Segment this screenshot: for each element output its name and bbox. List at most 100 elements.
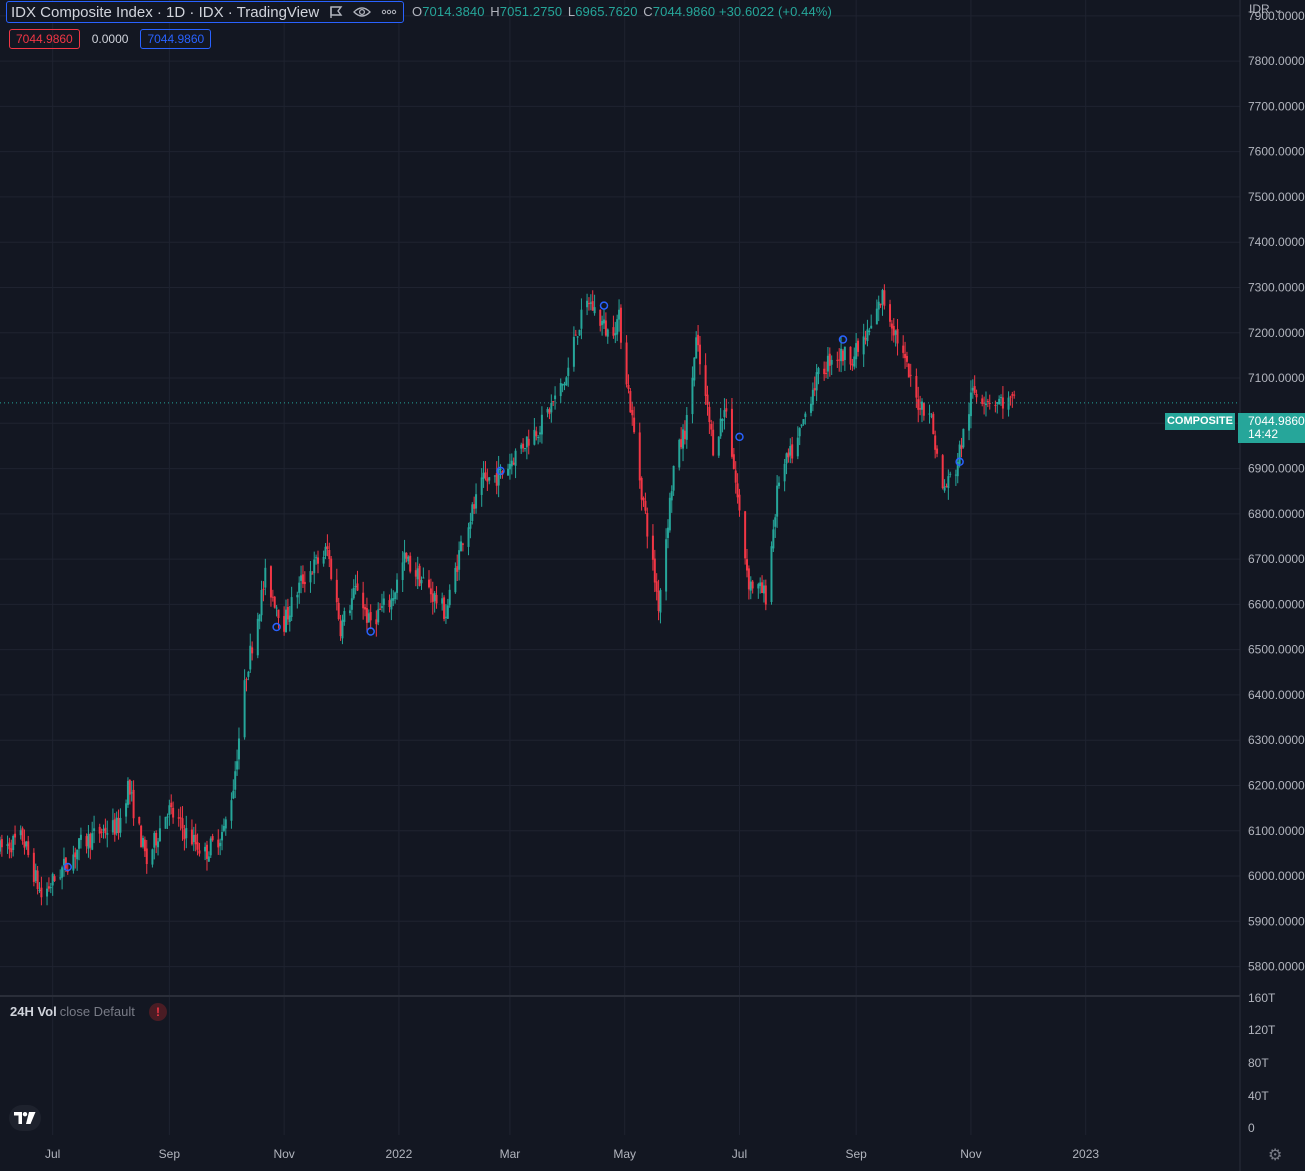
candle-body [286,606,289,620]
candle-body [616,319,619,335]
candle-body [932,413,935,435]
candle-body [757,584,760,589]
candle-body [928,413,931,415]
candle-body [211,836,214,841]
candle-body [262,588,265,590]
candle-body [791,444,794,459]
more-icon[interactable] [381,9,397,15]
candle-body [539,432,542,435]
symbol-legend[interactable]: IDX Composite Index · 1D · IDX · Trading… [6,1,405,23]
candle-body [843,346,846,361]
candle-body [337,602,340,620]
candle-body [774,517,777,527]
candle-body [868,330,871,333]
candle-body [495,473,498,486]
candle-body [458,550,461,570]
candle-body [996,402,999,404]
candle-body [666,527,669,538]
candle-body [388,600,391,608]
value-box-red[interactable]: 7044.9860 [9,29,80,49]
candle-body [907,363,910,378]
candle-body [155,832,158,846]
candle-body [76,849,79,860]
candle-body [698,344,701,365]
candle-body [535,431,538,437]
candle-body [751,581,754,589]
candle-body [864,338,867,340]
candle-body [324,546,327,556]
exclamation-icon[interactable]: ! [149,1003,167,1021]
candle-body [736,483,739,498]
candle-body [627,384,630,389]
candle-body [484,472,487,479]
candle-body [704,365,707,396]
candle-body [968,414,971,431]
candle-body [853,356,856,367]
candle-body [633,417,636,433]
candle-body [290,597,293,617]
candle-body [971,387,974,391]
gear-icon[interactable]: ⚙ [1268,1147,1283,1164]
candle-body [460,541,463,552]
chevron-down-icon: ⌄ [1273,2,1284,16]
value-box-blue[interactable]: 7044.9860 [140,29,212,49]
candle-body [789,445,792,456]
time-tick-label: Nov [273,1147,294,1161]
candle-body [941,455,944,489]
candle-body [764,585,767,605]
candle-body [301,574,304,584]
candle-body [772,529,775,549]
candle-body [446,605,449,619]
candle-body [665,539,668,592]
candle-body [205,844,208,859]
candle-body [488,477,491,481]
candle-body [706,394,709,405]
tradingview-logo-icon[interactable] [9,1105,41,1131]
volume-tick-label: 160T [1248,991,1276,1005]
candle-body [493,475,496,477]
candle-body [646,512,649,537]
candle-body [813,388,816,391]
candle-body [273,596,276,608]
candle-body [838,359,841,361]
price-axis[interactable]: 5800.0000 5900.0000 6000.0000 6100.0000 6200… [1248,9,1305,974]
time-tick-label: 2022 [386,1147,413,1161]
candle-body [145,848,148,865]
candle-body [548,409,551,414]
candle-body [125,803,128,817]
candle-body [151,849,154,865]
candle-body [1009,396,1012,398]
candle-body [725,408,728,412]
candle-body [403,552,406,563]
currency-label: IDR [1249,2,1270,16]
price-tick-label: 6800.0000 [1248,507,1305,521]
candle-body [883,290,886,306]
candle-body [277,609,280,619]
candle-body [234,771,237,790]
currency-selector[interactable]: IDR ⌄ [1249,2,1283,16]
candle-body [431,593,434,602]
time-axis[interactable]: Jul Sep Nov 2022 Mar May Jul Sep Nov 2023 [45,1147,1099,1161]
grid-lines [0,0,1240,1135]
candle-body [879,303,882,306]
flag-icon[interactable] [329,6,343,18]
candle-body [222,825,225,831]
candle-body [473,504,476,509]
candle-body [998,398,1001,405]
volume-legend[interactable]: 24H Vol close Default [10,1004,135,1019]
candle-body [428,579,431,588]
event-marker [272,622,281,632]
candle-body [890,323,893,329]
candle-body [85,836,88,847]
eye-icon[interactable] [353,6,372,18]
candle-body [62,858,65,866]
candle-body [102,829,105,831]
candle-body [762,585,765,594]
candle-body [61,867,64,878]
candle-body [8,842,11,850]
candle-body [749,581,752,591]
candle-body [947,476,950,489]
candle-body [849,346,852,365]
event-markers [63,301,964,872]
